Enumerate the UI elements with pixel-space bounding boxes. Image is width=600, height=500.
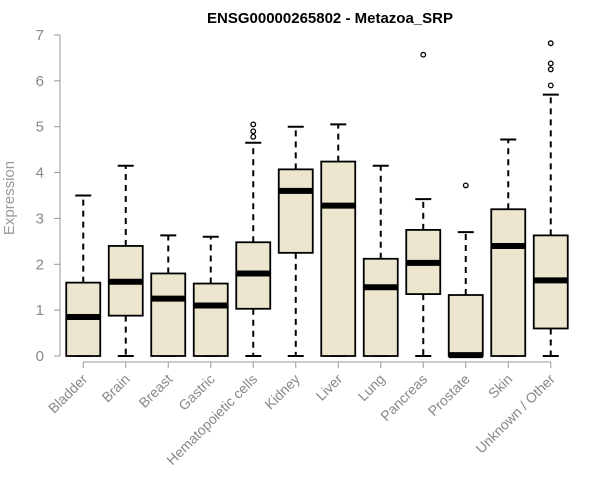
y-tick-label: 3 — [36, 210, 44, 227]
y-tick-label: 5 — [36, 119, 44, 136]
x-tick-label: Unknown / Other — [472, 371, 558, 457]
box-iqr — [192, 282, 229, 357]
box-lung — [362, 164, 399, 357]
box-skin — [490, 138, 527, 357]
y-tick-label: 4 — [36, 165, 44, 182]
box-brain — [107, 164, 144, 357]
x-tick-label: Prostate — [425, 371, 473, 419]
y-tick-label: 0 — [36, 348, 44, 365]
y-tick-label: 1 — [36, 302, 44, 319]
outlier-point — [547, 60, 554, 67]
box-series — [65, 40, 569, 359]
x-tick-label: Skin — [485, 371, 516, 402]
box-iqr — [150, 272, 187, 357]
x-tick-label: Breast — [135, 371, 175, 411]
box-unknown-other — [532, 40, 569, 357]
box-hematopoietic-cells — [235, 121, 272, 357]
x-tick-label: Bladder — [45, 371, 91, 417]
y-tick-label: 2 — [36, 256, 44, 273]
y-tick-label: 7 — [36, 27, 44, 44]
outlier-point — [547, 82, 554, 89]
box-breast — [150, 234, 187, 357]
outlier-point — [547, 66, 554, 73]
outlier-point — [547, 40, 554, 47]
outlier-point — [420, 51, 427, 58]
box-iqr — [277, 168, 314, 254]
box-prostate — [447, 182, 484, 359]
x-tick-label: Pancreas — [377, 371, 430, 424]
chart-title: ENSG00000265802 - Metazoa_SRP — [207, 10, 453, 27]
box-iqr — [490, 208, 527, 357]
x-tick-label: Brain — [98, 371, 132, 405]
x-tick-label: Liver — [313, 371, 346, 404]
x-tick-label: Kidney — [261, 371, 303, 413]
box-iqr — [447, 294, 484, 357]
box-iqr — [320, 160, 357, 357]
outlier-point — [250, 128, 257, 135]
y-axis-label: Expression — [1, 161, 18, 235]
outlier-point — [462, 182, 469, 189]
y-axis: 0 1 2 3 4 5 6 7 — [36, 27, 61, 365]
box-kidney — [277, 125, 314, 357]
box-iqr — [362, 257, 399, 357]
y-tick-label: 6 — [36, 73, 44, 90]
box-bladder — [65, 194, 102, 357]
box-liver — [320, 123, 357, 357]
x-tick-label: Lung — [355, 371, 388, 404]
box-pancreas — [405, 51, 442, 357]
outlier-point — [250, 133, 257, 140]
outlier-point — [250, 121, 257, 128]
box-gastric — [192, 235, 229, 357]
